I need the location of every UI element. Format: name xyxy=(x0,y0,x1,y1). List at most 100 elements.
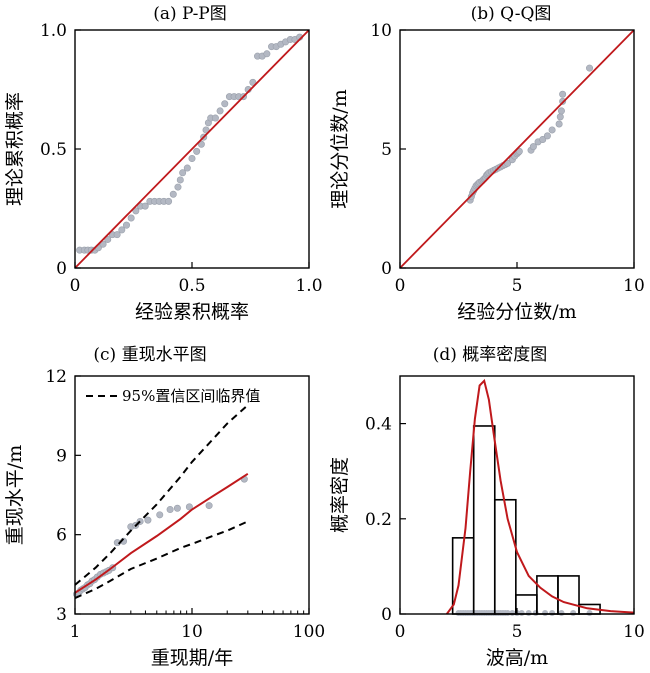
data-point xyxy=(529,143,537,151)
data-point xyxy=(556,113,564,121)
series-fit-line xyxy=(74,472,249,594)
y-tick-label: 0.5 xyxy=(40,140,67,160)
data-point xyxy=(197,140,205,148)
data-point xyxy=(118,226,126,234)
x-tick-label: 0.5 xyxy=(178,276,205,296)
x-tick-label: 10 xyxy=(181,622,203,642)
data-point xyxy=(559,90,567,98)
rug-point xyxy=(570,610,577,616)
x-tick-label: 0 xyxy=(70,276,81,296)
y-tick-label: 1.0 xyxy=(40,21,67,41)
histogram-bar xyxy=(536,575,559,615)
density-title: (d) 概率密度图 xyxy=(433,345,548,365)
data-point xyxy=(193,147,201,155)
data-point xyxy=(249,78,257,86)
data-point xyxy=(176,176,184,184)
data-point xyxy=(504,159,512,167)
data-point xyxy=(188,155,196,163)
data-point xyxy=(99,240,107,248)
pp-xlabel: 经验累积概率 xyxy=(135,301,249,323)
data-point xyxy=(543,132,551,140)
rug-point xyxy=(532,610,539,616)
data-point xyxy=(202,126,210,134)
data-point xyxy=(169,190,177,198)
data-point xyxy=(156,511,164,519)
density-ticks: 0 5 10 0 0.2 0.4 xyxy=(365,415,645,642)
panel-qq: (b) Q-Q图 0 5 10 0 5 10 经验分位数/m 理论分位数/m xyxy=(329,4,645,323)
x-tick-label: 1.0 xyxy=(295,276,322,296)
y-tick-label: 12 xyxy=(45,367,67,387)
rug-point xyxy=(586,610,593,616)
data-point xyxy=(586,64,594,72)
y-tick-label: 0 xyxy=(381,605,392,625)
x-tick-label: 10 xyxy=(623,622,645,642)
rug-point xyxy=(558,610,565,616)
reference-line xyxy=(399,29,635,269)
return-level-marks xyxy=(73,404,249,600)
pp-ticks: 0 0.5 1.0 0 0.5 1.0 xyxy=(40,21,323,296)
x-tick-label: 0 xyxy=(395,622,406,642)
density-ylabel: 概率密度 xyxy=(329,457,351,533)
return-level-xlabel: 重现期/年 xyxy=(151,647,233,669)
qq-title: (b) Q-Q图 xyxy=(471,4,552,24)
x-tick-label: 0 xyxy=(395,276,406,296)
data-point xyxy=(127,214,135,222)
density-curve xyxy=(445,378,635,615)
qq-xlabel: 经验分位数/m xyxy=(457,301,576,323)
pp-ylabel: 理论累积概率 xyxy=(4,92,26,206)
data-point xyxy=(557,107,565,115)
qq-ticks: 0 5 10 0 5 10 xyxy=(370,21,644,296)
series-upper-line xyxy=(74,404,249,586)
data-point xyxy=(205,502,213,510)
y-tick-label: 0.4 xyxy=(365,415,392,435)
x-tick-label: 10 xyxy=(623,276,645,296)
data-point xyxy=(548,126,556,134)
x-tick-label: 100 xyxy=(293,622,325,642)
pp-marks xyxy=(74,29,310,269)
density-frame xyxy=(399,375,635,615)
data-point xyxy=(104,235,112,243)
pp-title: (a) P-P图 xyxy=(153,4,227,24)
data-point xyxy=(144,516,152,524)
return-level-frame xyxy=(74,375,310,615)
data-point xyxy=(211,114,219,122)
rug-point xyxy=(549,610,556,616)
data-point xyxy=(221,100,229,108)
y-tick-label: 3 xyxy=(56,605,67,625)
legend-label: 95%置信区间临界值 xyxy=(122,387,260,405)
data-point xyxy=(183,164,191,172)
data-point xyxy=(216,107,224,115)
rug-point xyxy=(518,610,525,616)
histogram-bar xyxy=(493,498,517,615)
y-tick-label: 6 xyxy=(56,526,67,546)
y-tick-label: 9 xyxy=(56,446,67,466)
reference-line xyxy=(74,29,310,269)
panel-density: (d) 概率密度图 0 5 10 0 0.2 0.4 波高/m 概率密度 xyxy=(329,345,645,669)
qq-ylabel: 理论分位数/m xyxy=(329,89,351,208)
histogram-bar xyxy=(472,425,496,615)
data-point xyxy=(179,169,187,177)
panel-pp: (a) P-P图 0 0.5 1.0 0 0.5 1.0 经验累积概率 理论累积概率 xyxy=(4,4,323,323)
histogram-bar xyxy=(557,575,580,615)
y-tick-label: 5 xyxy=(381,140,392,160)
return-level-ylabel: 重现水平/m xyxy=(4,445,26,545)
data-point xyxy=(165,197,173,205)
legend: 95%置信区间临界值 xyxy=(86,387,260,405)
return-level-ticks: 1 10 100 3 6 9 12 xyxy=(45,367,325,642)
data-point xyxy=(122,221,130,229)
data-point xyxy=(113,231,121,239)
y-tick-label: 10 xyxy=(370,21,392,41)
data-point xyxy=(173,504,181,512)
y-tick-label: 0.2 xyxy=(365,510,392,530)
data-point xyxy=(174,183,182,191)
return-level-title: (c) 重现水平图 xyxy=(93,345,206,365)
x-tick-label: 5 xyxy=(512,276,523,296)
rug-point xyxy=(542,610,549,616)
data-point xyxy=(141,202,149,210)
panel-return-level: (c) 重现水平图 1 10 100 3 6 9 12 95%置信区间临界值 重现期/年 重… xyxy=(4,345,325,669)
data-point xyxy=(555,120,563,128)
x-tick-label: 5 xyxy=(512,622,523,642)
data-point xyxy=(539,135,547,143)
data-point xyxy=(132,207,140,215)
y-tick-label: 0 xyxy=(381,259,392,279)
